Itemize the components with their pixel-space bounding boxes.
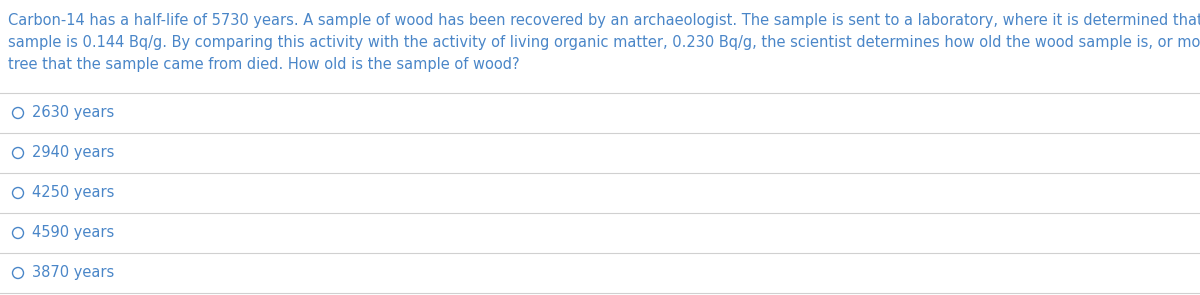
- Text: tree that the sample came from died. How old is the sample of wood?: tree that the sample came from died. How…: [8, 58, 520, 73]
- Text: Carbon-14 has a half-life of 5730 years. A sample of wood has been recovered by : Carbon-14 has a half-life of 5730 years.…: [8, 14, 1200, 29]
- Text: sample is 0.144 Bq/g. By comparing this activity with the activity of living org: sample is 0.144 Bq/g. By comparing this …: [8, 35, 1200, 50]
- Text: 3870 years: 3870 years: [32, 266, 115, 281]
- Text: 2940 years: 2940 years: [32, 145, 115, 160]
- Text: 4250 years: 4250 years: [32, 186, 115, 201]
- Text: 2630 years: 2630 years: [32, 106, 115, 120]
- Text: 4590 years: 4590 years: [32, 225, 115, 240]
